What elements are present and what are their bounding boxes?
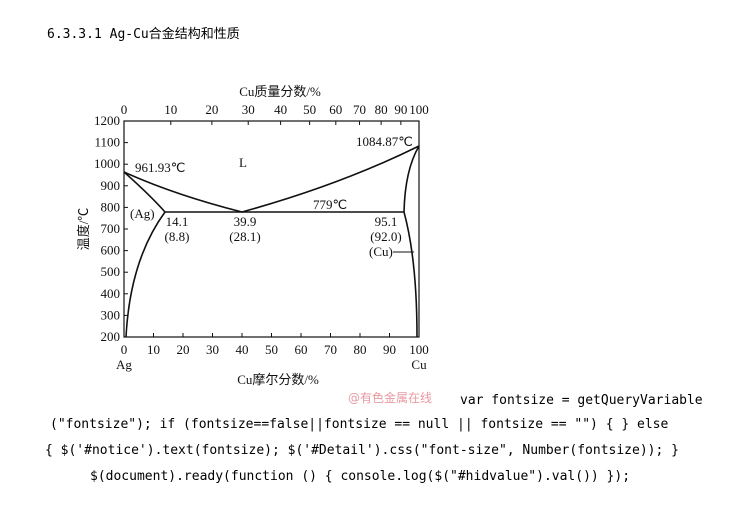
bottom-tick-label: 0	[121, 342, 128, 357]
top-axis-label: Cu质量分数/%	[239, 84, 321, 99]
solidus-cu	[403, 145, 420, 213]
annotation: (28.1)	[229, 229, 260, 244]
annotation: (92.0)	[370, 229, 401, 244]
watermark: @有色金属在线	[348, 390, 432, 405]
y-tick-label: 900	[101, 178, 121, 193]
annotation: 39.9	[234, 214, 257, 229]
y-axis-label: 温度/℃	[76, 208, 91, 251]
top-tick-label: 60	[329, 102, 342, 117]
top-tick-label: 20	[205, 102, 218, 117]
bottom-tick-label: 10	[147, 342, 160, 357]
right-element: Cu	[411, 357, 427, 372]
solidus-ag	[123, 171, 166, 213]
liquidus-left	[123, 171, 243, 213]
solvus-cu	[403, 211, 418, 338]
annotation: (Cu)	[369, 244, 393, 259]
y-tick-label: 1000	[94, 156, 120, 171]
bottom-axis-label: Cu摩尔分数/%	[237, 372, 319, 387]
bottom-tick-label: 50	[265, 342, 278, 357]
code-line: $(document).ready(function () { console.…	[90, 469, 630, 484]
code-line: var fontsize = getQueryVariable	[460, 393, 703, 408]
annotation: 961.93℃	[135, 160, 185, 175]
annotation: (Ag)	[130, 206, 155, 221]
code-line: { $('#notice').text(fontsize); $('#Detai…	[45, 443, 679, 458]
top-tick-label: 70	[353, 102, 366, 117]
top-tick-label: 10	[164, 102, 177, 117]
annotation: L	[239, 155, 247, 170]
bottom-tick-label: 60	[295, 342, 308, 357]
annotation: 779℃	[313, 197, 347, 212]
bottom-tick-label: 30	[206, 342, 219, 357]
annotation: (8.8)	[165, 229, 190, 244]
top-tick-label: 30	[242, 102, 255, 117]
top-tick-label: 100	[409, 102, 429, 117]
left-element: Ag	[116, 357, 132, 372]
annotation: 14.1	[166, 214, 189, 229]
bottom-tick-label: 80	[354, 342, 367, 357]
top-tick-label: 40	[274, 102, 287, 117]
annotation: 1084.87℃	[356, 134, 413, 149]
bottom-tick-label: 20	[177, 342, 190, 357]
y-tick-label: 400	[101, 286, 121, 301]
bottom-tick-label: 40	[236, 342, 249, 357]
phase-diagram: Cu质量分数/% 温度/℃ Cu摩尔分数/% Ag Cu	[76, 84, 427, 387]
annotation: 95.1	[375, 214, 398, 229]
y-tick-label: 500	[101, 264, 121, 279]
top-tick-label: 50	[303, 102, 316, 117]
y-tick-label: 1200	[94, 113, 120, 128]
solvus-ag	[125, 211, 166, 338]
y-tick-label: 1100	[94, 135, 120, 150]
bottom-tick-label: 90	[383, 342, 396, 357]
bottom-tick-label: 70	[324, 342, 337, 357]
top-tick-label: 90	[394, 102, 407, 117]
liquidus-right	[241, 145, 420, 213]
y-tick-label: 200	[101, 329, 121, 344]
y-tick-label: 300	[101, 307, 121, 322]
section-title: 6.3.3.1 Ag-Cu合金结构和性质	[47, 26, 240, 42]
y-tick-label: 700	[101, 221, 121, 236]
code-line: ("fontsize"); if (fontsize==false||fonts…	[50, 417, 668, 432]
top-tick-label: 0	[121, 102, 128, 117]
top-tick-label: 80	[375, 102, 388, 117]
bottom-tick-label: 100	[409, 342, 429, 357]
y-tick-label: 600	[101, 243, 121, 258]
y-tick-label: 800	[101, 199, 121, 214]
